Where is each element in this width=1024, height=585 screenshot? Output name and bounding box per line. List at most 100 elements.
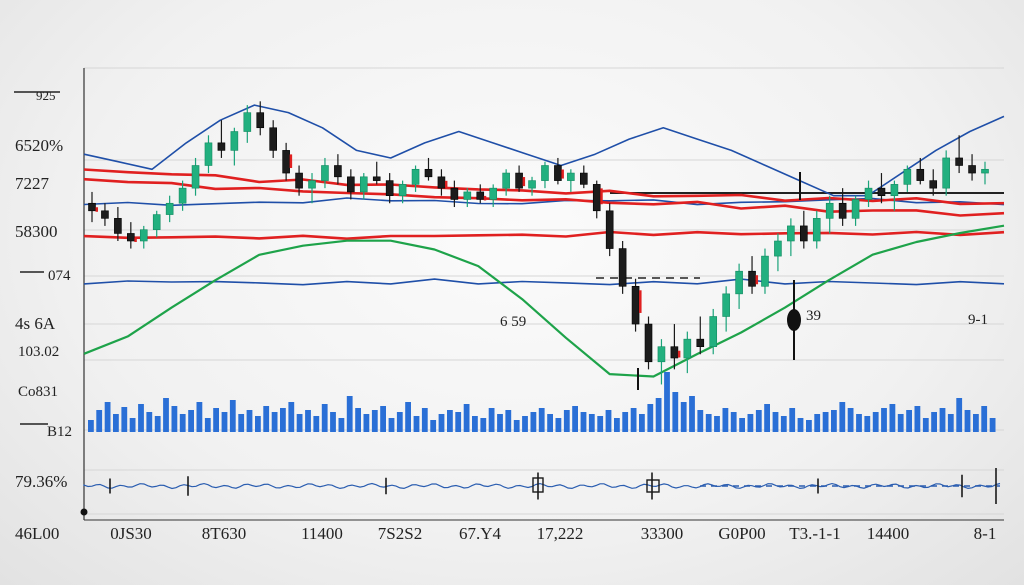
oscillator-panel — [80, 468, 1001, 516]
y-tick-label: 7227 — [15, 174, 49, 193]
oscillator-dot — [80, 508, 88, 516]
volume-bar — [864, 416, 871, 432]
volume-bar — [313, 416, 320, 432]
candle-body — [825, 202, 834, 219]
volume-bar — [847, 408, 854, 432]
candle-body — [411, 168, 420, 185]
candle-body — [321, 165, 329, 181]
volume-bar — [221, 412, 228, 432]
volume-bar — [371, 410, 378, 432]
candle-body — [424, 168, 433, 178]
candle-body — [709, 316, 718, 348]
volume-bar — [121, 407, 128, 432]
indicator-line — [83, 230, 1005, 240]
y-tick-label: 79.36% — [15, 472, 68, 491]
indicator-lines — [83, 104, 1005, 378]
candle-body — [696, 338, 705, 347]
candle-body — [864, 187, 873, 200]
y-tick-label: 6520% — [15, 136, 64, 155]
volume-bar — [797, 418, 804, 432]
volume-bar — [789, 408, 796, 432]
volume-bar — [755, 410, 762, 432]
volume-bar — [630, 408, 637, 432]
volume-bar — [396, 412, 403, 432]
volume-bar — [146, 412, 153, 432]
candle-body — [269, 127, 277, 151]
volume-bar — [138, 404, 144, 432]
volume-bar — [647, 404, 654, 432]
y-tick-label: 103.02 — [18, 344, 60, 360]
candle-body — [101, 210, 109, 219]
volume-bar — [772, 412, 779, 432]
volume-bar — [989, 418, 996, 432]
candle-body — [88, 202, 96, 212]
volume-bar — [881, 408, 887, 432]
volume-bar — [229, 400, 236, 432]
candle-body — [372, 176, 381, 181]
volume-bar — [421, 408, 428, 432]
volume-bar — [714, 416, 720, 432]
volume-bar — [947, 414, 954, 432]
volume-bar — [689, 396, 695, 432]
candle-accent — [483, 195, 487, 201]
oscillator-box — [532, 477, 544, 493]
volume-bar — [296, 414, 303, 432]
volume-bar — [664, 372, 670, 432]
candle-accent — [639, 290, 642, 313]
candle-body — [851, 199, 860, 219]
volume-bar — [555, 418, 562, 432]
candle-body — [256, 112, 265, 129]
volume-bar — [346, 396, 353, 432]
candle-accent — [289, 154, 293, 168]
candle-body — [347, 176, 355, 193]
volume-bar — [388, 418, 395, 432]
candle-body — [554, 165, 562, 181]
volume-bar — [405, 402, 411, 432]
candle-body — [618, 248, 627, 287]
candle-body — [683, 338, 692, 359]
volume-bar — [897, 414, 904, 432]
candle-body — [398, 184, 407, 196]
candle-body — [644, 323, 653, 363]
volume-bar — [338, 418, 345, 432]
candle-body — [955, 157, 963, 166]
candle-body — [152, 214, 161, 230]
x-tick-label: 17,222 — [536, 524, 584, 543]
volume-bar — [588, 414, 595, 432]
volume-bar — [288, 402, 295, 432]
candle-body — [476, 191, 485, 200]
volume-bar — [547, 414, 553, 432]
candle-body — [515, 172, 523, 189]
volume-bar — [672, 392, 679, 432]
volume-bar — [255, 416, 261, 432]
candle-body — [204, 142, 213, 166]
volume-bar — [330, 412, 336, 432]
volume-bar — [271, 412, 278, 432]
candle-body — [968, 165, 976, 174]
volume-bar — [321, 404, 328, 432]
y-tick-label: 925 — [36, 88, 56, 103]
y-tick-label: B12 — [47, 424, 73, 440]
volume-bar — [280, 408, 286, 432]
candle-body — [890, 184, 899, 196]
candle-body — [787, 225, 795, 242]
candle-accent — [522, 177, 526, 187]
x-tick-label: 14400 — [866, 524, 910, 543]
volume-bar — [472, 416, 478, 432]
volume-bar — [973, 414, 979, 432]
volume-bar — [705, 414, 712, 432]
volume-bar — [572, 406, 578, 432]
volume-bar — [380, 406, 386, 432]
volume-bar — [438, 414, 445, 432]
candle-body — [670, 346, 679, 359]
volume-bar — [246, 410, 253, 432]
candle-body — [903, 168, 912, 185]
x-tick-label: 0JS30 — [110, 524, 152, 543]
volume-bar — [730, 412, 737, 432]
volume-bar — [104, 402, 111, 432]
candle-body — [877, 187, 886, 196]
volume-bar — [722, 408, 729, 432]
candle-body — [541, 165, 549, 181]
volume-bars — [88, 372, 996, 432]
